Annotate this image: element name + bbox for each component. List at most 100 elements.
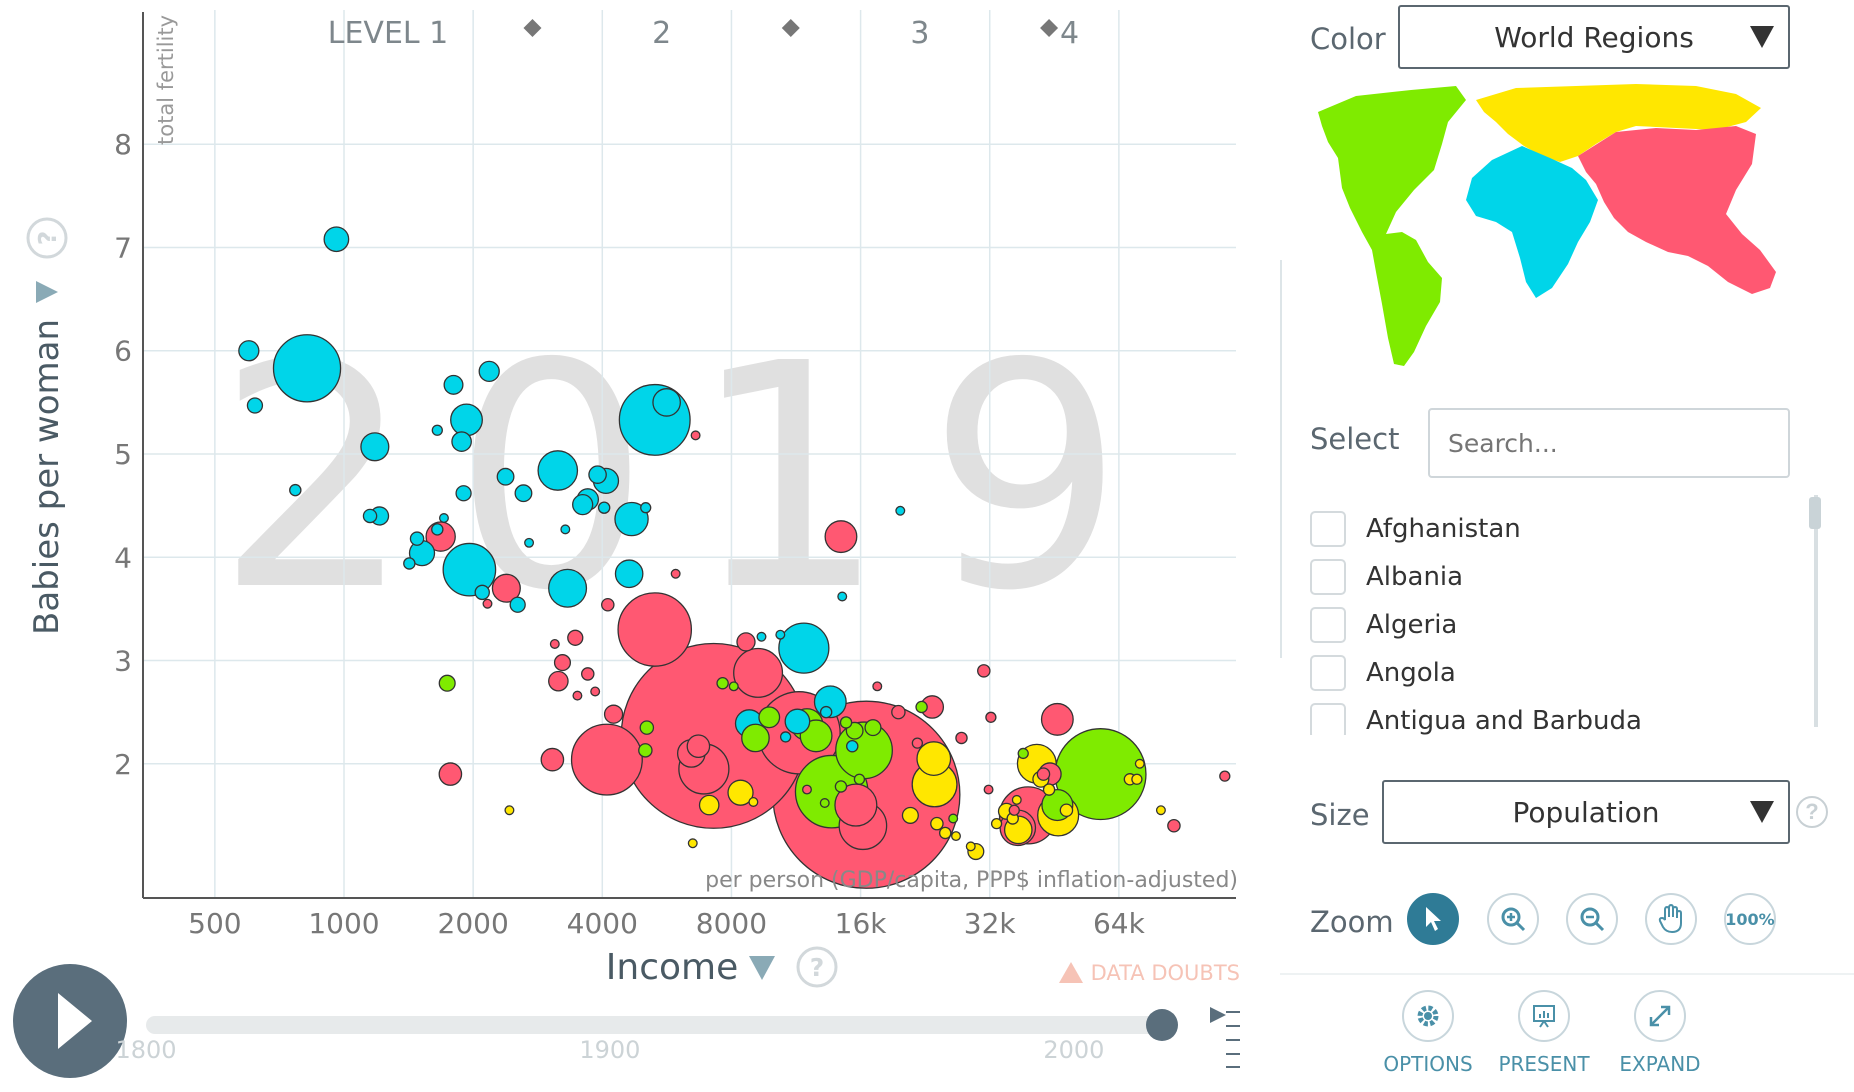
country-bubble-americas[interactable] [1017,747,1029,760]
country-bubble-asia[interactable] [548,670,569,692]
country-bubble-asia[interactable] [955,731,968,745]
list-scrollbar[interactable] [1814,495,1818,727]
country-bubble-africa[interactable] [272,334,342,403]
country-bubble-africa[interactable] [451,431,472,452]
country-bubble-asia[interactable] [590,686,601,697]
country-bubble-americas[interactable] [839,716,853,729]
country-bubble-americas[interactable] [716,676,729,690]
country-bubble-asia[interactable] [438,762,463,786]
list-scroll-thumb[interactable] [1809,497,1821,529]
checkbox[interactable] [1310,655,1346,691]
country-bubble-africa[interactable] [756,631,767,642]
country-bubble-europe[interactable] [504,805,515,816]
country-bubble-africa[interactable] [819,705,833,719]
country-bubble-americas[interactable] [728,681,739,692]
country-bubble-africa[interactable] [455,485,472,502]
country-bubble-africa[interactable] [560,524,571,535]
country-bubble-europe[interactable] [901,806,919,824]
country-bubble-africa[interactable] [652,388,681,417]
x-axis-help-icon[interactable]: ? [796,946,838,988]
country-bubble-asia[interactable] [482,598,493,609]
country-bubble-europe[interactable] [951,831,961,842]
country-bubble-europe[interactable] [1011,794,1022,805]
country-bubble-africa[interactable] [775,629,786,640]
country-bubble-africa[interactable] [431,424,443,436]
timeline-handle[interactable] [1146,1009,1178,1041]
country-bubble-europe[interactable] [1042,783,1056,796]
country-bubble-americas[interactable] [741,723,770,753]
country-bubble-asia[interactable] [540,747,565,772]
zoom-in-button[interactable] [1487,893,1539,945]
country-bubble-asia[interactable] [1036,767,1051,781]
country-bubble-africa[interactable] [442,542,497,597]
country-bubble-africa[interactable] [431,523,444,536]
x-axis-title[interactable]: Income [606,947,738,988]
color-dropdown[interactable]: World Regions [1398,5,1790,69]
country-bubble-africa[interactable] [895,505,906,516]
country-bubble-europe[interactable] [1155,805,1166,816]
list-item[interactable]: Angola [1310,649,1730,697]
country-bubble-africa[interactable] [572,493,594,516]
country-bubble-europe[interactable] [965,841,976,852]
country-bubble-asia[interactable] [567,629,584,646]
country-bubble-africa[interactable] [360,432,390,462]
country-bubble-asia[interactable] [824,520,858,554]
country-bubble-asia[interactable] [834,783,878,827]
country-bubble-africa[interactable] [246,397,264,414]
country-bubble-africa[interactable] [403,557,416,570]
country-bubble-europe[interactable] [727,779,754,806]
country-bubble-asia[interactable] [1008,804,1020,816]
checkbox[interactable] [1310,607,1346,643]
country-bubble-asia[interactable] [977,664,991,678]
expand-button[interactable]: EXPAND [1600,990,1720,1076]
country-bubble-africa[interactable] [837,591,848,602]
country-bubble-europe[interactable] [698,794,720,816]
size-help-icon[interactable]: ? [1796,796,1828,828]
country-bubble-americas[interactable] [948,813,959,824]
country-bubble-americas[interactable] [819,798,830,808]
list-item[interactable]: Algeria [1310,601,1730,649]
country-bubble-africa[interactable] [496,467,515,486]
country-bubble-asia[interactable] [911,737,924,749]
country-bubble-asia[interactable] [983,784,994,795]
search-input[interactable] [1428,408,1790,478]
x-axis-dropdown-icon[interactable] [749,956,775,980]
country-bubble-europe[interactable] [916,741,952,777]
country-bubble-africa[interactable] [514,484,533,503]
cursor-select-button[interactable] [1407,893,1459,945]
country-bubble-asia[interactable] [670,568,681,579]
country-bubble-asia[interactable] [1219,770,1231,782]
country-bubble-africa[interactable] [509,596,526,613]
country-bubble-americas[interactable] [835,721,893,780]
country-bubble-europe[interactable] [938,826,952,840]
country-bubble-africa[interactable] [478,360,500,383]
list-item[interactable]: Albania [1310,553,1730,601]
country-bubble-asia[interactable] [570,723,643,796]
country-bubble-africa[interactable] [778,622,830,674]
country-bubble-africa[interactable] [588,465,607,484]
country-bubble-europe[interactable] [1131,773,1143,785]
size-dropdown[interactable]: Population [1382,780,1790,844]
country-bubble-europe[interactable] [1059,803,1074,818]
country-bubble-africa[interactable] [640,502,652,514]
options-button[interactable]: OPTIONS [1368,990,1488,1076]
y-axis-dropdown-icon[interactable] [36,281,58,303]
country-bubble-asia[interactable] [1167,818,1181,833]
country-bubble-africa[interactable] [614,559,644,589]
country-bubble-asia[interactable] [580,667,595,681]
country-bubble-americas[interactable] [758,706,781,729]
country-bubble-africa[interactable] [548,568,588,608]
country-bubble-asia[interactable] [549,639,560,649]
country-bubble-europe[interactable] [748,796,759,807]
country-bubble-asia[interactable] [690,430,701,441]
country-bubble-africa[interactable] [784,708,811,735]
country-bubble-africa[interactable] [438,513,449,523]
zoom-out-button[interactable] [1566,893,1618,945]
country-bubble-asia[interactable] [1040,702,1074,736]
country-bubble-africa[interactable] [524,537,535,548]
country-bubble-americas[interactable] [915,700,928,714]
country-bubble-europe[interactable] [930,816,944,831]
country-bubble-americas[interactable] [864,719,882,737]
country-bubble-asia[interactable] [572,690,583,701]
country-bubble-africa[interactable] [362,508,378,524]
